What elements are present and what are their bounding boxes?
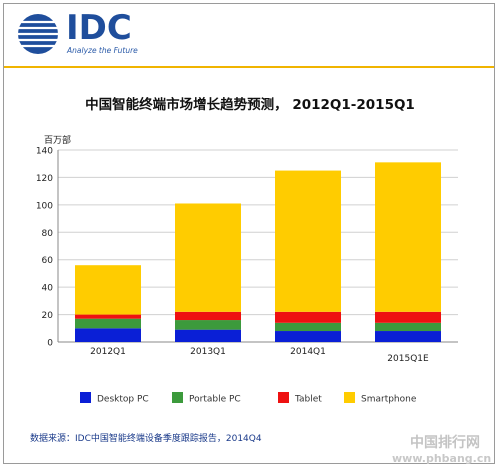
y-tick-label: 140 bbox=[36, 147, 53, 157]
bar-segment bbox=[375, 311, 441, 323]
header-band bbox=[4, 4, 494, 66]
bar-segment bbox=[275, 331, 341, 342]
bar-segment bbox=[75, 265, 141, 315]
x-tick-label: 2012Q1 bbox=[90, 347, 126, 357]
legend-swatch bbox=[278, 392, 289, 403]
y-tick-label: 40 bbox=[42, 284, 54, 294]
legend-label: Tablet bbox=[294, 395, 322, 405]
x-tick-label: 2013Q1 bbox=[190, 347, 226, 357]
legend-swatch bbox=[172, 392, 183, 403]
chart-title: 中国智能终端市场增长趋势预测， 2012Q1-2015Q1 bbox=[85, 97, 415, 113]
y-tick-label: 20 bbox=[42, 311, 54, 321]
y-tick-label: 60 bbox=[42, 256, 54, 266]
idc-globe-logo bbox=[16, 14, 60, 54]
legend-swatch bbox=[344, 392, 355, 403]
bar-segment bbox=[75, 318, 141, 329]
y-axis-unit: 百万部 bbox=[44, 136, 72, 146]
legend-label: Smartphone bbox=[361, 395, 417, 405]
bar-segment bbox=[175, 320, 241, 330]
bar-segment bbox=[75, 328, 141, 342]
watermark-url: www.phbang.cn bbox=[392, 452, 492, 465]
x-tick-label: 2015Q1E bbox=[387, 354, 429, 364]
x-tick-label: 2014Q1 bbox=[290, 347, 326, 357]
bar-segment bbox=[375, 322, 441, 332]
legend-label: Portable PC bbox=[189, 395, 241, 405]
bar-segment bbox=[375, 162, 441, 312]
bar-segment bbox=[175, 311, 241, 321]
watermark-site-name: 中国排行网 bbox=[410, 435, 480, 451]
bar-segment bbox=[275, 311, 341, 323]
legend-label: Desktop PC bbox=[97, 395, 149, 405]
logo-text: IDC bbox=[66, 8, 132, 48]
bar-segment bbox=[75, 314, 141, 319]
bar-segment bbox=[275, 170, 341, 312]
y-tick-label: 120 bbox=[36, 174, 53, 184]
header-rule bbox=[4, 66, 494, 68]
bar-segment bbox=[275, 322, 341, 332]
legend-swatch bbox=[80, 392, 91, 403]
bar-segment bbox=[175, 329, 241, 342]
data-source-note: 数据来源：IDC中国智能终端设备季度跟踪报告，2014Q4 bbox=[30, 434, 262, 444]
bar-segment bbox=[175, 203, 241, 312]
y-tick-label: 100 bbox=[36, 201, 53, 211]
y-tick-label: 80 bbox=[42, 229, 54, 239]
bar-segment bbox=[375, 331, 441, 342]
logo-tagline: Analyze the Future bbox=[67, 46, 138, 55]
y-tick-label: 0 bbox=[47, 339, 53, 349]
